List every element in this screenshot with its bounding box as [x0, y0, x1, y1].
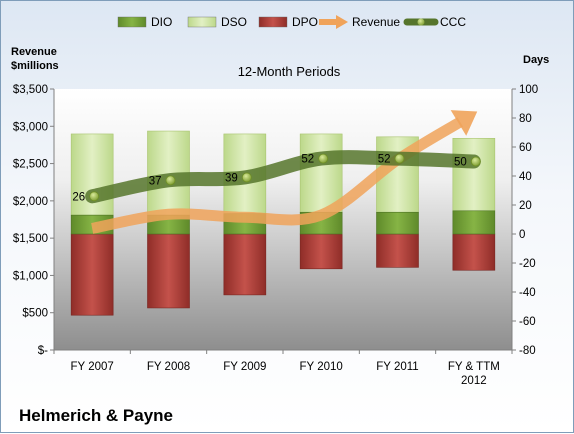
- category-label: FY 2011: [376, 361, 418, 373]
- category-label: FY 2007: [71, 361, 114, 373]
- dpo-bar: [70, 233, 114, 316]
- category-label-line: FY & TTM: [448, 361, 500, 373]
- right-tick-label: -60: [519, 316, 536, 328]
- chart-title: 12-Month Periods: [238, 64, 341, 79]
- legend-swatch: [258, 16, 288, 28]
- legend-label: DSO: [221, 15, 247, 29]
- ccc-data-label: 39: [225, 172, 238, 184]
- category-label-line: FY 2010: [300, 361, 343, 373]
- category-label: FY 2009: [223, 361, 266, 373]
- left-axis-title-line: Revenue: [11, 46, 57, 58]
- legend-swatch-arrow: [336, 15, 348, 29]
- dpo-bar: [223, 233, 267, 296]
- ccc-data-label: 52: [301, 154, 314, 166]
- category-label: FY 2010: [300, 361, 343, 373]
- dpo-bar: [147, 233, 190, 309]
- right-tick-label: 100: [519, 84, 538, 96]
- revenue-arrowhead: [450, 110, 478, 136]
- dpo-bar: [299, 233, 343, 270]
- category-label-line: FY 2008: [147, 361, 190, 373]
- ccc-data-label: 26: [72, 191, 85, 203]
- ccc-data-label: 52: [378, 154, 391, 166]
- dpo-bar: [452, 233, 496, 271]
- legend-label: Revenue: [352, 15, 400, 29]
- ccc-point: [241, 172, 252, 183]
- left-axis-title: Revenue $millions: [11, 46, 59, 72]
- left-tick-label: $3,500: [13, 84, 48, 96]
- legend-swatch: [117, 16, 147, 28]
- legend-label: CCC: [440, 15, 466, 29]
- category-label-line: FY 2009: [223, 361, 266, 373]
- axes-group: $- $500 $1,000 $1,500 $2,000 $2,500 $3,000 $3,5…: [13, 84, 538, 387]
- right-tick-label: -80: [519, 345, 536, 357]
- ccc-point: [165, 175, 176, 186]
- left-tick-label: $500: [22, 308, 48, 320]
- left-tick-label: $3,000: [13, 121, 48, 133]
- legend-label: DPO: [292, 15, 318, 29]
- right-tick-label: -40: [519, 287, 536, 299]
- legend-item-dpo: DPO: [258, 15, 318, 29]
- left-tick-label: $2,500: [13, 159, 48, 171]
- category-label-line: FY 2007: [71, 361, 114, 373]
- left-tick-label: $-: [38, 345, 48, 357]
- left-axis-title-line: $millions: [11, 60, 59, 72]
- left-tick-label: $1,500: [13, 233, 48, 245]
- ccc-point: [470, 156, 481, 167]
- line-series-group: 26 37 39 52 52 50: [72, 110, 481, 234]
- right-axis-title: Days: [523, 54, 549, 66]
- left-tick-label: $2,000: [13, 196, 48, 208]
- ccc-line: [85, 150, 481, 204]
- ccc-data-label: 37: [149, 175, 162, 187]
- category-label: FY 2008: [147, 361, 190, 373]
- legend-item-revenue: Revenue: [319, 15, 400, 29]
- ccc-data-label: 50: [454, 157, 467, 169]
- right-tick-label: -20: [519, 258, 536, 270]
- category-label-line: 2012: [461, 375, 487, 387]
- legend-swatch-dot: [417, 18, 425, 26]
- right-tick-label: 0: [519, 229, 525, 241]
- left-tick-label: $1,000: [13, 270, 48, 282]
- right-tick-label: 20: [519, 200, 532, 212]
- right-tick-label: 80: [519, 113, 532, 125]
- legend-label: DIO: [151, 15, 172, 29]
- ccc-point: [394, 153, 405, 164]
- chart-legend: DIO DSO DPO Revenue CCC: [117, 15, 466, 29]
- legend-item-dio: DIO: [117, 15, 172, 29]
- dio-bar: [452, 210, 496, 235]
- ccc-point: [318, 153, 329, 164]
- dso-bar: [452, 138, 496, 212]
- dio-bar: [376, 211, 419, 235]
- dpo-bar: [376, 233, 419, 268]
- legend-swatch: [187, 16, 217, 28]
- right-tick-label: 60: [519, 142, 532, 154]
- right-tick-label: 40: [519, 171, 532, 183]
- company-name: Helmerich & Payne: [19, 406, 173, 425]
- ccc-point: [89, 191, 100, 202]
- dso-bar: [299, 133, 343, 213]
- legend-item-dso: DSO: [187, 15, 247, 29]
- legend-item-ccc: CCC: [403, 15, 466, 29]
- category-label-line: FY 2011: [376, 361, 418, 373]
- category-label: FY & TTM 2012: [448, 361, 500, 387]
